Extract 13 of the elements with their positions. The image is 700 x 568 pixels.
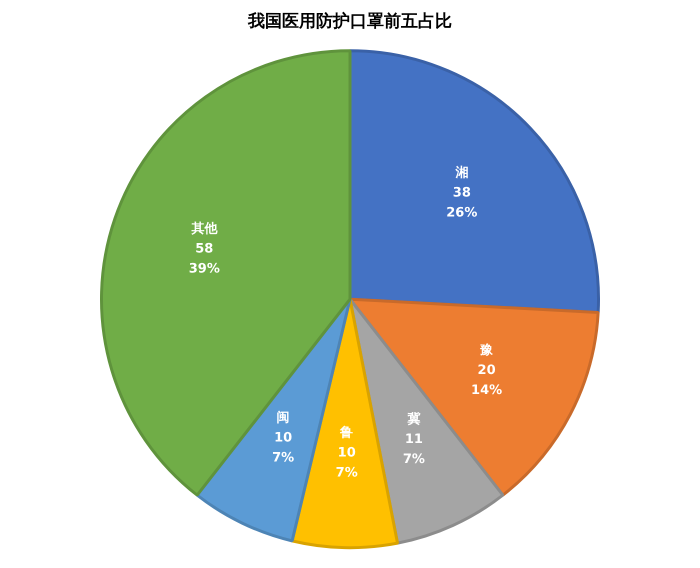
data-label: 10 7% [272, 430, 294, 466]
slice-label: 鲁 [339, 424, 354, 441]
slice-label: 其他 [190, 221, 218, 236]
data-label: 11 7% [402, 432, 425, 467]
slice-label: 闽 [276, 410, 290, 426]
slice-label: 湘 [454, 166, 468, 181]
slice-label: 冀 [406, 410, 420, 427]
data-label: 10 7% [336, 446, 358, 481]
data-label: 38 26% [446, 186, 478, 221]
slice-label: 豫 [480, 342, 494, 358]
data-label: 20 14% [471, 362, 502, 398]
data-label: 58 39% [188, 241, 220, 276]
chart-title: 我国医用防护口罩前五占比 [247, 12, 452, 32]
